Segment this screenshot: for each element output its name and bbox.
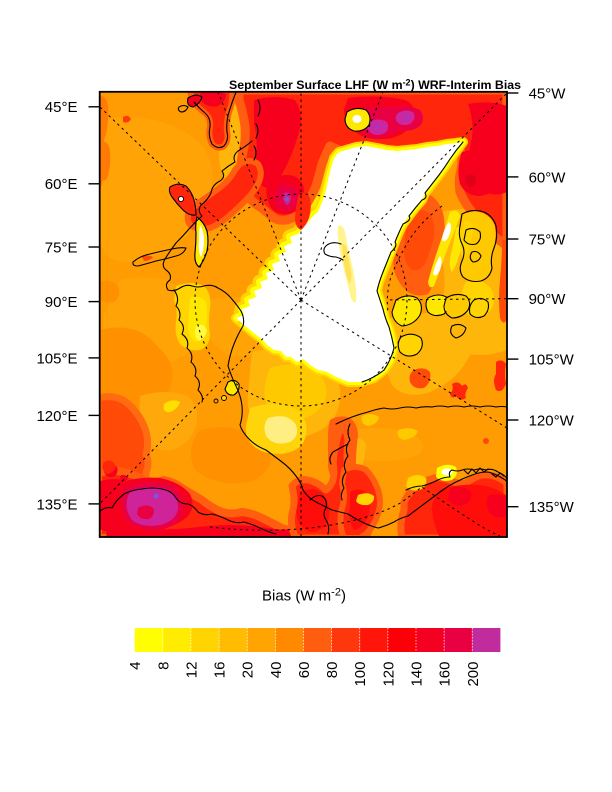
svg-text:100: 100 (352, 662, 369, 687)
svg-text:120°W: 120°W (529, 412, 575, 429)
svg-text:135°E: 135°E (36, 496, 77, 513)
svg-text:September Surface LHF (W m-2): September Surface LHF (W m-2) WRF-Interi… (229, 77, 521, 92)
svg-text:20: 20 (240, 662, 257, 679)
svg-text:140: 140 (409, 662, 426, 687)
svg-text:45°W: 45°W (529, 85, 567, 102)
svg-text:120: 120 (380, 662, 397, 687)
svg-text:80: 80 (324, 662, 341, 679)
svg-text:75°W: 75°W (529, 231, 567, 248)
svg-text:105°E: 105°E (36, 350, 77, 367)
svg-text:90°E: 90°E (45, 294, 78, 311)
svg-text:135°W: 135°W (529, 499, 575, 516)
svg-text:60: 60 (296, 662, 313, 679)
svg-text:Bias (W m-2): Bias (W m-2) (262, 586, 346, 604)
svg-text:200: 200 (465, 662, 482, 687)
svg-text:45°E: 45°E (45, 99, 78, 116)
svg-text:60°W: 60°W (529, 169, 567, 186)
svg-text:60°E: 60°E (45, 176, 78, 193)
svg-text:160: 160 (437, 662, 454, 687)
svg-text:105°W: 105°W (529, 352, 575, 369)
svg-text:40: 40 (268, 662, 285, 679)
svg-text:4: 4 (127, 662, 144, 670)
svg-text:75°E: 75°E (45, 239, 78, 256)
svg-text:8: 8 (155, 662, 172, 670)
svg-text:16: 16 (212, 662, 229, 679)
svg-text:120°E: 120°E (36, 408, 77, 425)
svg-text:90°W: 90°W (529, 291, 567, 308)
svg-text:12: 12 (184, 662, 201, 679)
